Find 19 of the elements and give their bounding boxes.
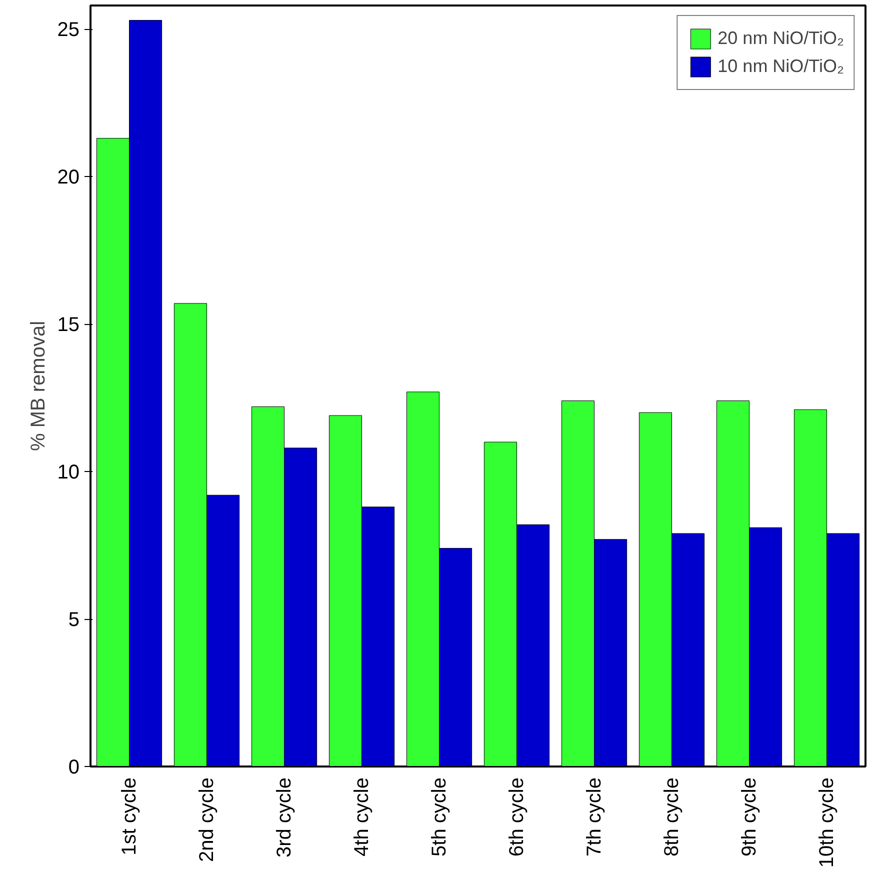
x-tick-label: 9th cycle: [738, 777, 760, 856]
x-tick-label: 10th cycle: [816, 777, 838, 868]
y-axis-title: % MB removal: [27, 320, 50, 452]
x-tick-label: 3rd cycle: [273, 778, 296, 858]
y-tick-label: 15: [57, 314, 80, 336]
y-tick-label: 5: [68, 609, 80, 632]
x-tick-label: 2nd cycle: [196, 777, 218, 862]
y-tick-label: 10: [57, 462, 80, 484]
x-tick-label: 5th cycle: [428, 777, 450, 856]
y-tick-label: 25: [57, 19, 80, 42]
x-tick-label: 7th cycle: [583, 777, 606, 856]
legend-label: 10 nm NiO/TiO₂: [718, 56, 844, 77]
x-tick-label: 1st cycle: [118, 777, 140, 856]
x-tick-label: 8th cycle: [660, 777, 683, 856]
legend-label: 20 nm NiO/TiO₂: [718, 28, 844, 49]
x-tick-label: 6th cycle: [506, 777, 528, 856]
x-tick-label: 4th cycle: [350, 777, 373, 856]
y-tick-label: 0: [68, 756, 80, 778]
y-tick-label: 20: [57, 166, 80, 189]
